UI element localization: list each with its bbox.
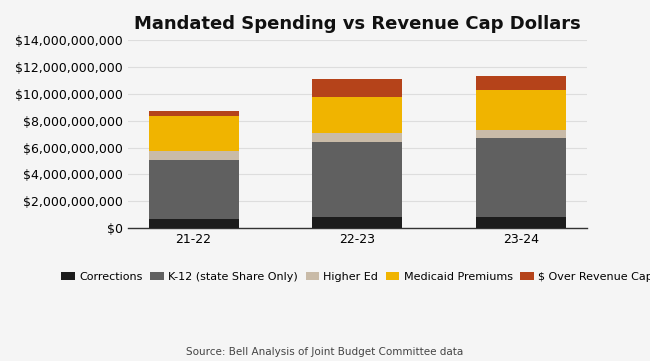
Bar (476, 138, 566, 217)
Bar (149, 160, 239, 219)
Bar (149, 110, 239, 116)
Bar (476, 90, 566, 130)
Title: Mandated Spending vs Revenue Cap Dollars: Mandated Spending vs Revenue Cap Dollars (134, 15, 580, 33)
Bar (312, 142, 402, 217)
Bar (312, 217, 402, 228)
Text: Source: Bell Analysis of Joint Budget Committee data: Source: Bell Analysis of Joint Budget Co… (187, 347, 463, 357)
Bar (149, 116, 239, 151)
Bar (149, 219, 239, 228)
Bar (149, 151, 239, 160)
Legend: Corrections, K-12 (state Share Only), Higher Ed, Medicaid Premiums, $ Over Reven: Corrections, K-12 (state Share Only), Hi… (57, 268, 650, 287)
Bar (312, 79, 402, 96)
Bar (476, 77, 566, 90)
Bar (476, 217, 566, 228)
Bar (312, 133, 402, 142)
Bar (312, 96, 402, 133)
Bar (476, 130, 566, 138)
